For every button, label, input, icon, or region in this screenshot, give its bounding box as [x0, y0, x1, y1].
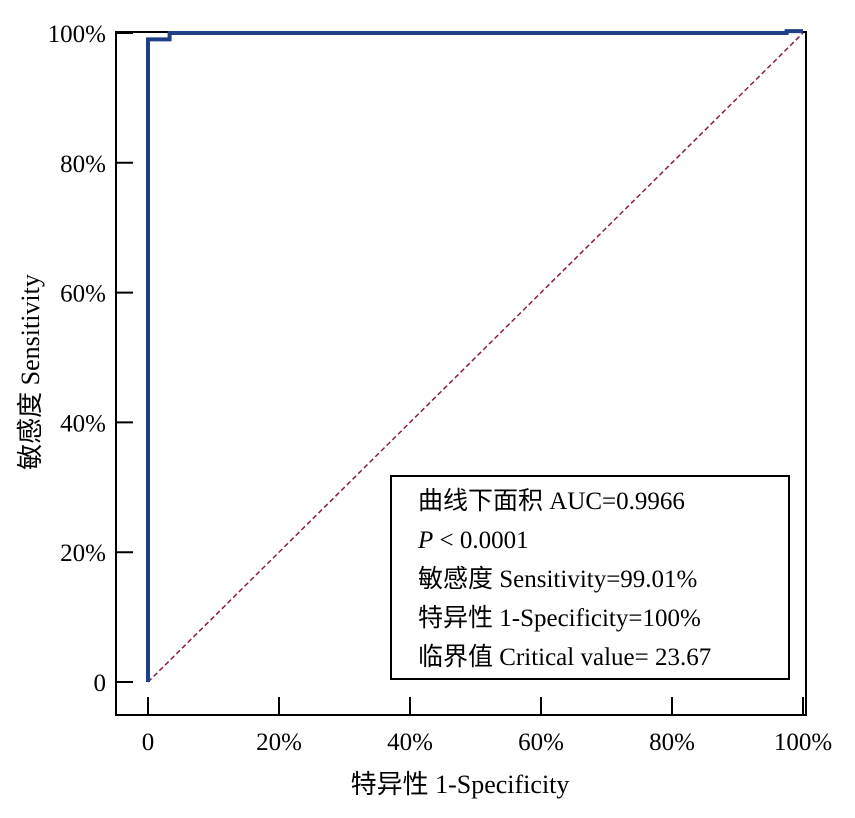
annotation-critical-value: 临界值 Critical value= 23.67 — [418, 643, 711, 671]
y-tick-label: 20% — [60, 540, 106, 567]
y-tick-label: 60% — [60, 281, 106, 308]
y-tick-label: 0 — [94, 670, 107, 697]
y-tick-label: 100% — [48, 21, 106, 48]
x-axis-title: 特异性 1-Specificity — [351, 770, 570, 799]
x-tick-label: 0 — [142, 729, 155, 756]
annotation-p-symbol: P — [417, 527, 433, 554]
y-tick-label: 80% — [60, 151, 106, 178]
x-tick-label: 100% — [774, 729, 832, 756]
y-axis-ticks: 0 20% 40% 60% 80% 100% — [48, 21, 133, 697]
annotation-sensitivity: 敏感度 Sensitivity=99.01% — [418, 565, 697, 593]
y-axis-title: 敏感度 Sensitivity — [16, 274, 45, 470]
annotation-box: 曲线下面积 AUC=0.9966 P < 0.0001 敏感度 Sensitiv… — [390, 475, 790, 680]
x-tick-label: 80% — [649, 729, 695, 756]
annotation-specificity: 特异性 1-Specificity=100% — [418, 604, 701, 632]
x-tick-label: 40% — [387, 729, 433, 756]
annotation-p-rest: < 0.0001 — [433, 527, 528, 554]
annotation-p-value: P < 0.0001 — [417, 527, 529, 554]
annotation-auc: 曲线下面积 AUC=0.9966 — [418, 487, 685, 515]
y-tick-label: 40% — [60, 410, 106, 437]
reference-diagonal-line — [147, 32, 804, 683]
x-tick-label: 20% — [256, 729, 302, 756]
roc-curve-line — [146, 29, 803, 682]
series-layer — [146, 29, 804, 683]
annotation-frame — [390, 475, 790, 680]
x-axis-ticks: 0 20% 40% 60% 80% 100% — [142, 697, 832, 756]
x-tick-label: 60% — [518, 729, 564, 756]
